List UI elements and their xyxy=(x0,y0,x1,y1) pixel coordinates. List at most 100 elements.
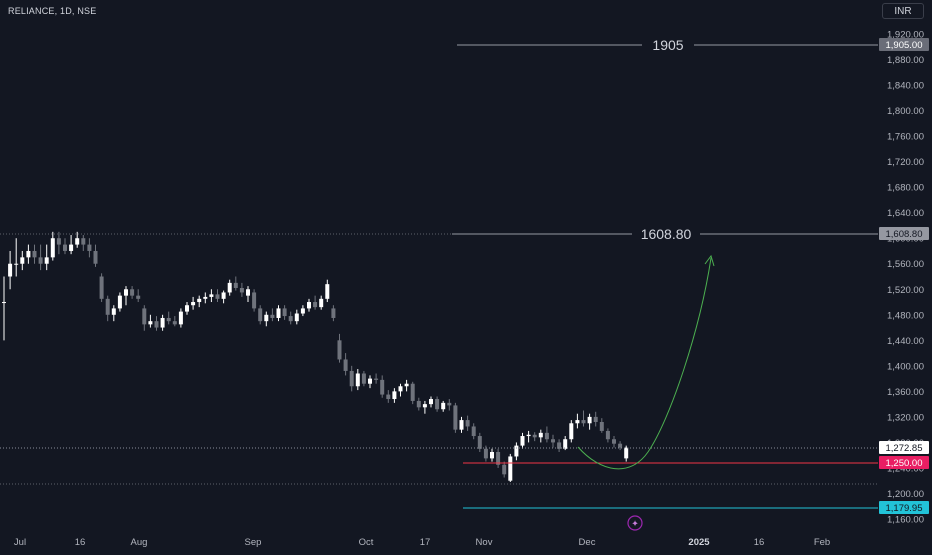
candle[interactable] xyxy=(447,399,452,411)
projection-curve[interactable] xyxy=(577,257,712,470)
candle[interactable] xyxy=(404,379,409,392)
event-icon[interactable] xyxy=(627,515,643,531)
candle[interactable] xyxy=(81,235,86,251)
candle[interactable] xyxy=(392,388,397,403)
candle[interactable] xyxy=(282,305,287,320)
candle[interactable] xyxy=(209,289,214,303)
candle[interactable] xyxy=(618,441,623,451)
candle[interactable] xyxy=(612,436,616,448)
candle[interactable] xyxy=(136,289,141,303)
candle[interactable] xyxy=(368,375,372,389)
candle[interactable] xyxy=(453,402,458,433)
candle[interactable] xyxy=(117,292,122,312)
candle[interactable] xyxy=(624,445,629,462)
candle[interactable] xyxy=(605,428,610,443)
candle[interactable] xyxy=(154,316,159,331)
candle[interactable] xyxy=(410,381,415,405)
candle[interactable] xyxy=(307,298,311,312)
candle[interactable] xyxy=(38,244,43,271)
candle[interactable] xyxy=(483,445,488,462)
candle[interactable] xyxy=(75,231,80,248)
candle[interactable] xyxy=(32,244,37,264)
candle[interactable] xyxy=(331,305,336,322)
candle[interactable] xyxy=(87,238,92,258)
candle[interactable] xyxy=(551,434,555,448)
candle[interactable] xyxy=(264,311,269,327)
candle[interactable] xyxy=(508,453,513,482)
candle[interactable] xyxy=(441,400,446,412)
candle[interactable] xyxy=(416,397,421,411)
candle[interactable] xyxy=(343,353,348,376)
candle[interactable] xyxy=(8,250,13,290)
candle[interactable] xyxy=(26,244,31,264)
candle[interactable] xyxy=(374,373,379,384)
candle[interactable] xyxy=(2,276,6,341)
symbol-title[interactable]: RELIANCE, 1D, NSE xyxy=(8,6,97,16)
candle[interactable] xyxy=(160,314,165,331)
candle[interactable] xyxy=(294,309,299,325)
candle[interactable] xyxy=(325,279,330,303)
candle[interactable] xyxy=(319,295,324,310)
candle[interactable] xyxy=(429,396,433,408)
time-axis[interactable]: Jul 16 Aug Sep Oct 17 Nov Dec 2025 16 Feb xyxy=(14,537,830,548)
candle[interactable] xyxy=(178,308,183,328)
candle[interactable] xyxy=(355,369,360,391)
candle[interactable] xyxy=(130,286,135,299)
candle[interactable] xyxy=(581,410,586,427)
candle[interactable] xyxy=(221,290,226,304)
candle[interactable] xyxy=(563,436,568,451)
candle[interactable] xyxy=(313,295,318,310)
candle[interactable] xyxy=(471,423,476,440)
candle[interactable] xyxy=(99,273,104,303)
candle[interactable] xyxy=(148,314,153,328)
candle[interactable] xyxy=(520,432,525,449)
candle[interactable] xyxy=(185,302,189,315)
candle[interactable] xyxy=(380,375,385,398)
candle[interactable] xyxy=(197,295,202,308)
candle[interactable] xyxy=(14,238,19,277)
candle[interactable] xyxy=(276,305,281,322)
candle[interactable] xyxy=(63,238,67,255)
candle[interactable] xyxy=(191,296,196,310)
candle[interactable] xyxy=(258,305,263,325)
candle[interactable] xyxy=(111,305,116,322)
candle[interactable] xyxy=(532,432,537,442)
candle[interactable] xyxy=(569,420,574,443)
candle[interactable] xyxy=(502,461,507,478)
candle[interactable] xyxy=(557,439,562,452)
candle[interactable] xyxy=(227,279,232,296)
candle[interactable] xyxy=(490,448,494,462)
candle[interactable] xyxy=(124,286,128,306)
candle[interactable] xyxy=(422,400,427,414)
candle[interactable] xyxy=(69,235,74,255)
candle[interactable] xyxy=(386,390,391,403)
candle[interactable] xyxy=(203,292,208,304)
candle[interactable] xyxy=(50,231,55,261)
candle[interactable] xyxy=(20,250,25,271)
candle[interactable] xyxy=(544,426,549,443)
candle[interactable] xyxy=(435,396,440,412)
candle[interactable] xyxy=(142,305,147,331)
candle[interactable] xyxy=(459,416,464,433)
candle[interactable] xyxy=(349,365,354,392)
candle[interactable] xyxy=(538,429,543,443)
candle[interactable] xyxy=(166,311,171,325)
candle[interactable] xyxy=(239,282,244,297)
candle[interactable] xyxy=(361,370,366,387)
candle[interactable] xyxy=(233,276,238,291)
candle[interactable] xyxy=(398,383,403,397)
candle[interactable] xyxy=(526,430,531,443)
candle[interactable] xyxy=(215,289,220,303)
candle[interactable] xyxy=(270,308,275,322)
candle[interactable] xyxy=(288,311,293,325)
candle[interactable] xyxy=(593,411,598,427)
candle[interactable] xyxy=(172,316,177,327)
candle[interactable] xyxy=(44,244,49,271)
candle[interactable] xyxy=(93,244,98,267)
candle[interactable] xyxy=(300,305,305,317)
candle[interactable] xyxy=(246,286,250,303)
candle[interactable] xyxy=(599,418,604,433)
candle[interactable] xyxy=(587,413,592,430)
